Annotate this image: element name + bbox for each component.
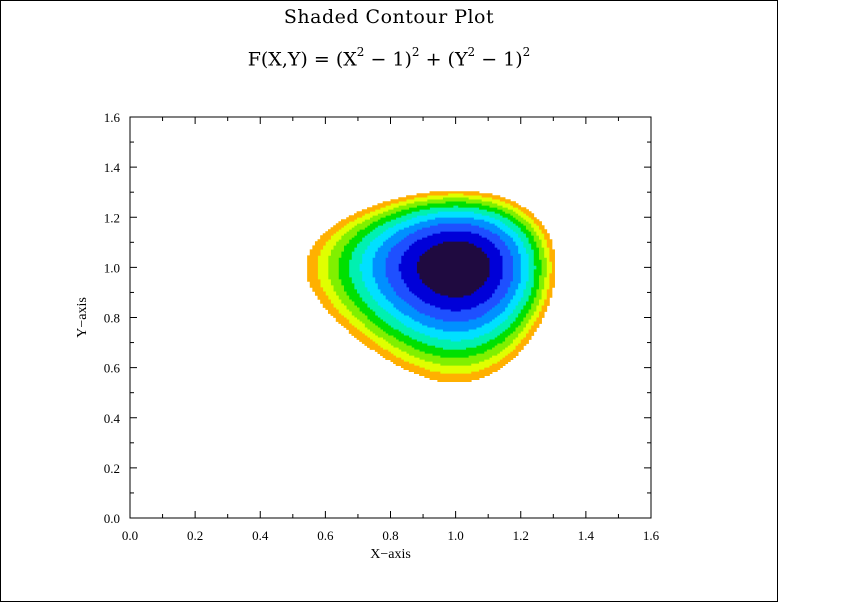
axes: 0.0 0.2 0.4 0.6 0.8 1.0 1.2 1.4 1.6 0.0 0.2 0.4 0.6 0… — [75, 110, 660, 562]
y-tick-label: 0.8 — [104, 311, 120, 326]
formula-part: + (Y — [419, 48, 468, 71]
formula-exponent: 2 — [522, 45, 531, 59]
x-tick-label: 0.4 — [252, 528, 269, 543]
x-axis-label: X−axis — [370, 547, 411, 562]
y-tick-label: 1.0 — [104, 260, 120, 275]
formula-part: − 1) — [364, 48, 412, 71]
formula-exponent: 2 — [411, 45, 420, 59]
y-axis-label: Y−axis — [75, 297, 90, 338]
x-tick-label: 1.6 — [643, 528, 660, 543]
y-tick-label: 0.0 — [104, 511, 120, 526]
x-tick-label: 0.2 — [187, 528, 203, 543]
y-tick-label: 1.4 — [104, 160, 121, 175]
x-tick-label: 1.0 — [448, 528, 464, 543]
contour-band-0 — [416, 241, 490, 298]
y-tick-label: 1.6 — [104, 110, 121, 125]
formula-exponent: 2 — [467, 45, 476, 59]
x-tick-label: 1.2 — [513, 528, 529, 543]
y-tick-label: 0.6 — [104, 361, 121, 376]
x-tick-label: 0.0 — [122, 528, 138, 543]
formula-part: F(X,Y) = (X — [247, 48, 357, 71]
x-tick-label: 1.4 — [578, 528, 595, 543]
chart-subtitle-formula: F(X,Y) = (X2 − 1)2 + (Y2 − 1)2 — [0, 45, 778, 71]
y-tick-label: 0.4 — [104, 411, 121, 426]
x-tick-label: 0.8 — [382, 528, 398, 543]
chart-title: Shaded Contour Plot — [283, 6, 495, 28]
y-tick-label: 1.2 — [104, 210, 120, 225]
contour-bands — [307, 191, 555, 382]
formula-exponent: 2 — [356, 45, 365, 59]
contour-band-1 — [398, 231, 503, 312]
y-tick-label: 0.2 — [104, 461, 120, 476]
formula-part: − 1) — [475, 48, 523, 71]
x-tick-label: 0.6 — [317, 528, 334, 543]
